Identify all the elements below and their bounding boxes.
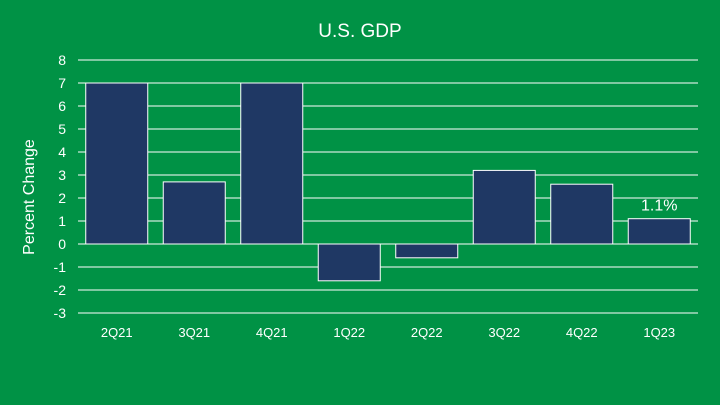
y-tick-label: 6 bbox=[58, 98, 66, 114]
y-axis-label: Percent Change bbox=[21, 139, 38, 255]
bars bbox=[85, 82, 691, 282]
y-tick-label: 1 bbox=[58, 213, 66, 229]
category-label: 1Q22 bbox=[333, 325, 365, 340]
bar bbox=[472, 169, 536, 245]
y-tick-label: 8 bbox=[58, 52, 66, 68]
y-tick-label: -2 bbox=[54, 282, 67, 298]
bar bbox=[240, 82, 304, 245]
bar bbox=[85, 82, 149, 245]
category-label: 4Q22 bbox=[566, 325, 598, 340]
y-tick-label: 2 bbox=[58, 190, 66, 206]
bar bbox=[550, 183, 614, 245]
y-tick-label: -3 bbox=[54, 305, 67, 321]
category-label: 4Q21 bbox=[256, 325, 288, 340]
y-tick-label: 7 bbox=[58, 75, 66, 91]
category-label: 3Q21 bbox=[178, 325, 210, 340]
y-tick-label: 3 bbox=[58, 167, 66, 183]
category-label: 3Q22 bbox=[488, 325, 520, 340]
y-tick-label: 4 bbox=[58, 144, 66, 160]
bar bbox=[162, 181, 226, 245]
bar bbox=[395, 243, 459, 259]
category-label: 2Q22 bbox=[411, 325, 443, 340]
bar bbox=[317, 243, 381, 282]
y-tick-label: 5 bbox=[58, 121, 66, 137]
data-label: 1.1% bbox=[641, 198, 677, 215]
y-tick-labels: -3 -2 -1 0 1 2 3 4 5 6 7 8 bbox=[54, 52, 67, 321]
category-labels: 2Q21 3Q21 4Q21 1Q22 2Q22 3Q22 4Q22 1Q23 bbox=[101, 325, 675, 340]
y-tick-label: 0 bbox=[58, 236, 66, 252]
category-label: 1Q23 bbox=[643, 325, 675, 340]
bar bbox=[627, 218, 691, 245]
data-labels: 1.1% bbox=[641, 198, 677, 215]
category-label: 2Q21 bbox=[101, 325, 133, 340]
y-tick-label: -1 bbox=[54, 259, 67, 275]
chart-title: U.S. GDP bbox=[318, 21, 401, 42]
